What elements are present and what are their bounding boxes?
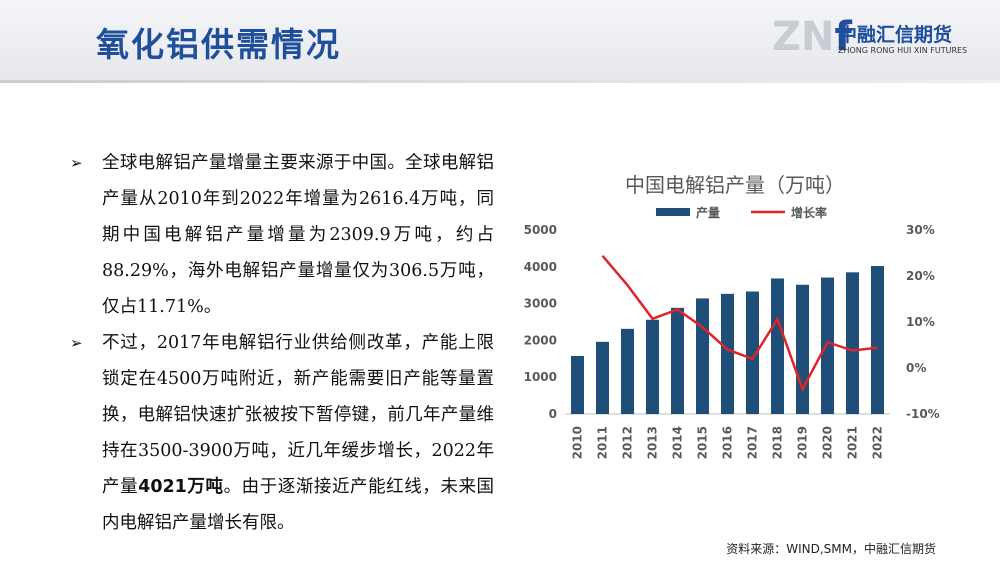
legend-label: 产量: [696, 205, 720, 220]
x-tick-label: 2014: [671, 426, 685, 459]
y2-tick-label: 20%: [906, 269, 935, 283]
header-line: [0, 80, 1000, 83]
x-tick-label: 2012: [621, 426, 635, 459]
x-tick-label: 2011: [596, 426, 610, 459]
bar: [721, 293, 734, 414]
logo-en: ZHONG RONG HUI XIN FUTURES: [838, 46, 968, 55]
bar: [871, 266, 884, 414]
y2-tick-label: 30%: [906, 223, 935, 237]
chart-title: 中国电解铝产量（万吨）: [625, 173, 845, 197]
bullet: 不过，2017年电解铝行业供给侧改革，产能上限锁定在4500万吨附近，新产能需要…: [70, 325, 494, 541]
bullet-text: 4021万吨: [138, 477, 224, 497]
x-tick-label: 2017: [746, 426, 760, 459]
x-tick-label: 2016: [721, 426, 735, 459]
header-band: [0, 0, 1000, 80]
y2-tick-label: -10%: [906, 407, 940, 421]
y-tick-label: 1000: [524, 370, 557, 384]
y-tick-label: 4000: [524, 260, 557, 274]
bar: [621, 328, 634, 414]
y-tick-label: 3000: [524, 297, 557, 311]
legend-label: 增长率: [791, 205, 827, 220]
bar: [771, 278, 784, 414]
bullet-text: 不过，2017年电解铝行业供给侧改革，产能上限锁定在4500万吨附近，新产能需要…: [102, 333, 494, 497]
bullet: 全球电解铝产量增量主要来源于中国。全球电解铝产量从2010年到2022年增量为2…: [70, 145, 494, 325]
x-tick-label: 2013: [646, 426, 660, 459]
y2-tick-label: 10%: [906, 315, 935, 329]
bar: [596, 341, 609, 414]
x-tick-label: 2010: [571, 426, 585, 459]
y2-tick-label: 0%: [906, 361, 926, 375]
y-tick-label: 2000: [524, 333, 557, 347]
x-tick-label: 2020: [821, 426, 835, 459]
x-tick-label: 2015: [696, 426, 710, 459]
logo-cn: 中融汇信期货: [838, 24, 953, 46]
x-tick-label: 2022: [871, 426, 885, 459]
bar: [821, 277, 834, 414]
logo-mark: ZNf: [772, 14, 852, 60]
x-tick-label: 2018: [771, 426, 785, 459]
source-note: 资料来源：WIND,SMM，中融汇信期货: [726, 542, 936, 556]
y-tick-label: 5000: [524, 223, 557, 237]
x-tick-label: 2019: [796, 426, 810, 459]
bar: [646, 319, 659, 414]
bullet-text: 。由于逐渐接近产能红线，未来国内电解铝产量增长有限。: [102, 477, 495, 533]
bar: [846, 272, 859, 414]
bullet-list: 全球电解铝产量增量主要来源于中国。全球电解铝产量从2010年到2022年增量为2…: [70, 145, 494, 541]
bar: [796, 284, 809, 414]
y-tick-label: 0: [549, 407, 557, 421]
bullet-text: 全球电解铝产量增量主要来源于中国。全球电解铝产量从2010年到2022年增量为2…: [102, 153, 494, 317]
legend-swatch: [656, 208, 690, 216]
bar: [746, 291, 759, 414]
bar: [671, 307, 684, 414]
line: [601, 254, 878, 393]
slide-title: 氧化铝供需情况: [96, 25, 341, 64]
x-tick-label: 2021: [846, 426, 860, 459]
bar: [571, 355, 584, 414]
bar: [696, 298, 709, 414]
